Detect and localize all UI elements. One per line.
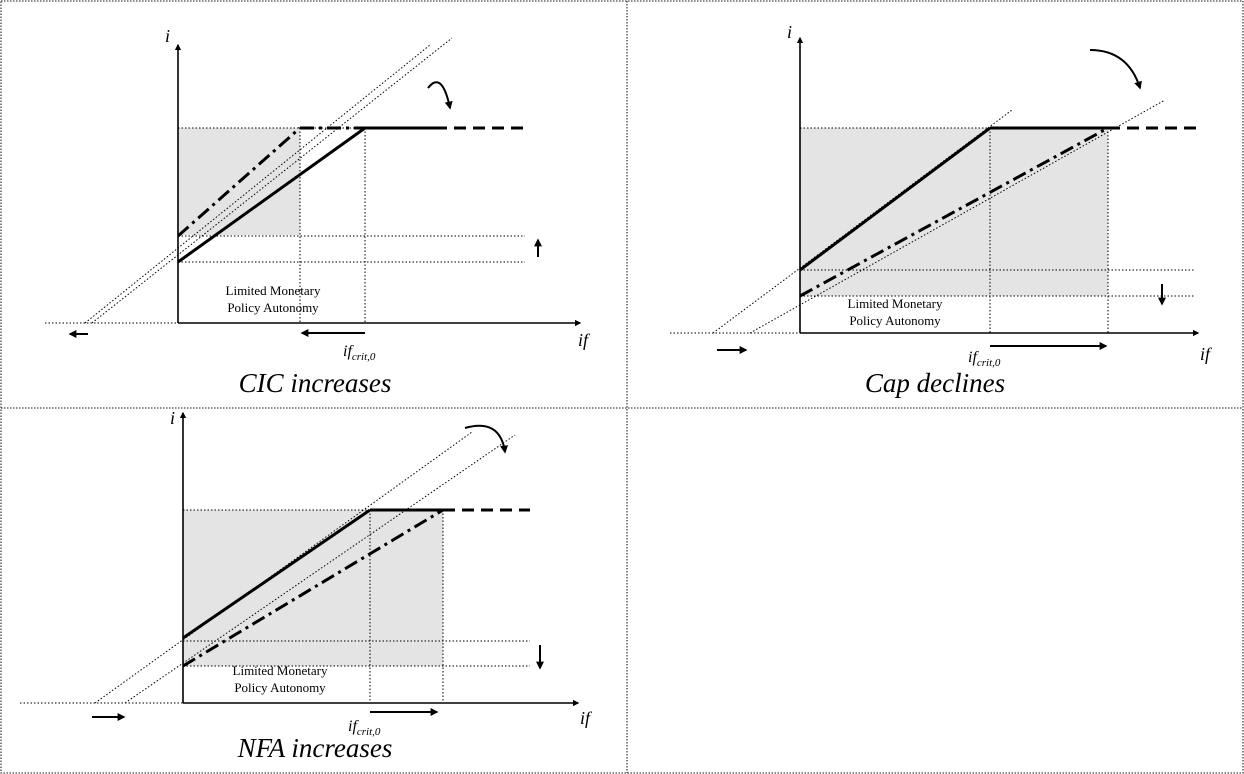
ray-line [91, 37, 453, 324]
region-label: Limited Monetary [233, 663, 328, 678]
rotation-arrow [427, 81, 453, 110]
y-axis-label: i [170, 408, 175, 428]
threshold-subscript: crit,0 [352, 351, 376, 363]
rotation-arrow [1089, 49, 1142, 90]
caption: NFA increases [237, 733, 393, 763]
ray-line [749, 99, 1166, 334]
region-label: Policy Autonomy [234, 680, 326, 695]
x-axis-label: if [580, 708, 593, 728]
shifted-curve [799, 126, 1109, 298]
threshold-label: ifcrit,0 [968, 349, 1001, 369]
shifted-curve [182, 508, 444, 668]
x-axis-label: if [578, 330, 591, 350]
initial-curve [799, 126, 991, 272]
region-label: Limited Monetary [226, 283, 321, 298]
region-label: Policy Autonomy [227, 300, 319, 315]
y-axis-label: i [165, 26, 170, 46]
threshold-label: ifcrit,0 [343, 343, 376, 363]
y-axis-label: i [787, 22, 792, 42]
threshold-base: if [343, 343, 354, 360]
shifted-curve [177, 126, 301, 238]
region-label: Limited Monetary [848, 296, 943, 311]
caption: CIC increases [239, 368, 392, 398]
threshold-base: if [968, 349, 979, 366]
x-axis-label: if [1200, 344, 1213, 364]
initial-curve [182, 508, 371, 640]
region-label: Policy Autonomy [849, 313, 941, 328]
shaded-region [183, 510, 443, 666]
initial-curve [177, 126, 366, 264]
threshold-label: ifcrit,0 [348, 718, 381, 738]
threshold-base: if [348, 718, 359, 735]
threshold-subscript: crit,0 [357, 726, 381, 738]
ray-line [84, 44, 431, 324]
rotation-arrow [464, 424, 509, 454]
caption: Cap declines [865, 368, 1005, 398]
threshold-subscript: crit,0 [977, 357, 1001, 369]
